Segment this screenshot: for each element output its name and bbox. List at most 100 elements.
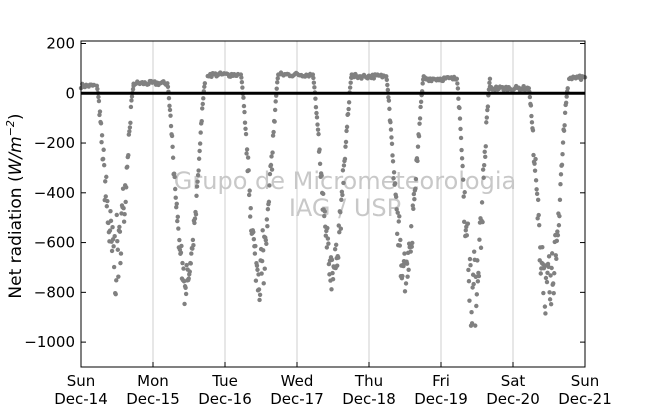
data-point-238 <box>254 263 260 268</box>
data-point-550 <box>476 273 482 279</box>
y-title-close: ) <box>6 113 26 120</box>
x-tick-date-4: Dec-18 <box>342 390 396 408</box>
data-point-623 <box>537 222 542 228</box>
data-point-63 <box>121 219 127 224</box>
data-point-180 <box>202 84 207 89</box>
data-point-142 <box>182 301 187 307</box>
data-point-611 <box>530 128 536 133</box>
data-point-619 <box>534 191 540 197</box>
data-point-460 <box>410 240 415 246</box>
data-point-169 <box>196 168 201 173</box>
data-point-41 <box>110 224 115 230</box>
data-point-162 <box>192 216 198 221</box>
data-point-634 <box>542 304 548 309</box>
data-point-222 <box>246 168 251 173</box>
data-point-356 <box>336 223 341 228</box>
data-point-431 <box>395 231 400 237</box>
data-point-678 <box>565 86 570 91</box>
data-point-448 <box>403 281 409 286</box>
data-point-515 <box>458 126 463 132</box>
data-point-232 <box>251 236 257 242</box>
data-point-129 <box>175 214 180 220</box>
data-point-650 <box>551 281 556 286</box>
data-point-44 <box>111 264 117 270</box>
data-point-551 <box>477 237 482 242</box>
data-point-453 <box>406 267 411 272</box>
data-point-529 <box>465 221 471 226</box>
data-point-616 <box>533 156 538 162</box>
data-point-618 <box>534 187 539 192</box>
data-point-71 <box>126 153 131 158</box>
data-point-436 <box>397 243 402 248</box>
y-title-exponent: −2 <box>4 120 17 136</box>
data-point-51 <box>115 247 121 252</box>
data-point-414 <box>386 95 391 100</box>
data-point-272 <box>272 119 277 124</box>
data-point-651 <box>551 290 556 296</box>
data-point-646 <box>548 301 554 307</box>
data-point-655 <box>553 253 558 258</box>
data-point-20 <box>99 139 104 145</box>
data-point-269 <box>270 133 276 138</box>
data-point-329 <box>322 209 327 214</box>
data-point-312 <box>313 104 319 110</box>
data-point-115 <box>168 113 173 118</box>
data-point-643 <box>547 290 552 295</box>
data-point-213 <box>241 103 247 109</box>
data-point-617 <box>533 178 539 183</box>
data-point-208 <box>239 75 244 80</box>
data-point-80 <box>130 86 136 92</box>
data-point-422 <box>390 153 395 158</box>
data-point-214 <box>242 109 247 115</box>
data-point-511 <box>456 96 461 101</box>
data-point-27 <box>103 179 108 184</box>
data-point-16 <box>97 112 102 118</box>
data-point-421 <box>389 141 395 146</box>
data-point-564 <box>484 120 489 125</box>
y-tick-label-2: −200 <box>34 134 75 152</box>
data-point-251 <box>261 281 266 286</box>
data-point-181 <box>202 81 208 86</box>
data-point-64 <box>122 212 127 217</box>
data-point-37 <box>108 208 113 214</box>
data-point-55 <box>117 229 123 234</box>
data-point-167 <box>195 179 200 184</box>
data-point-635 <box>543 311 548 316</box>
data-point-471 <box>415 144 421 149</box>
data-point-343 <box>329 257 335 262</box>
data-point-311 <box>313 96 318 101</box>
data-point-450 <box>404 261 410 266</box>
watermark-line-2: IAG / USP <box>289 194 401 222</box>
data-point-656 <box>554 256 559 262</box>
data-point-123 <box>172 174 177 180</box>
data-point-434 <box>396 219 401 224</box>
data-point-317 <box>316 131 321 137</box>
data-point-67 <box>124 185 129 190</box>
data-point-541 <box>471 249 477 254</box>
data-point-212 <box>241 95 246 100</box>
data-point-119 <box>170 144 175 149</box>
data-point-621 <box>535 197 541 203</box>
data-point-225 <box>248 214 253 219</box>
data-point-265 <box>268 162 274 168</box>
grid-lines <box>152 41 514 367</box>
data-point-165 <box>194 193 199 199</box>
y-title-unit: W/m <box>6 136 26 175</box>
data-point-120 <box>170 155 176 160</box>
data-point-249 <box>260 228 265 233</box>
data-point-136 <box>179 243 184 249</box>
data-point-477 <box>418 99 424 105</box>
data-point-50 <box>115 238 120 244</box>
data-point-25 <box>101 162 107 168</box>
y-axis-ticks: 200 0 −200 −400 −600 −800 −1000 <box>24 34 585 351</box>
data-point-319 <box>317 147 322 152</box>
x-tick-date-3: Dec-17 <box>270 390 324 408</box>
data-point-72 <box>126 132 132 137</box>
data-point-372 <box>344 124 350 130</box>
y-axis-title: Net radiation (W/m−2) <box>4 113 26 298</box>
data-point-645 <box>548 273 553 278</box>
data-point-369 <box>343 144 348 149</box>
data-point-12 <box>95 86 100 92</box>
data-point-644 <box>547 297 553 302</box>
